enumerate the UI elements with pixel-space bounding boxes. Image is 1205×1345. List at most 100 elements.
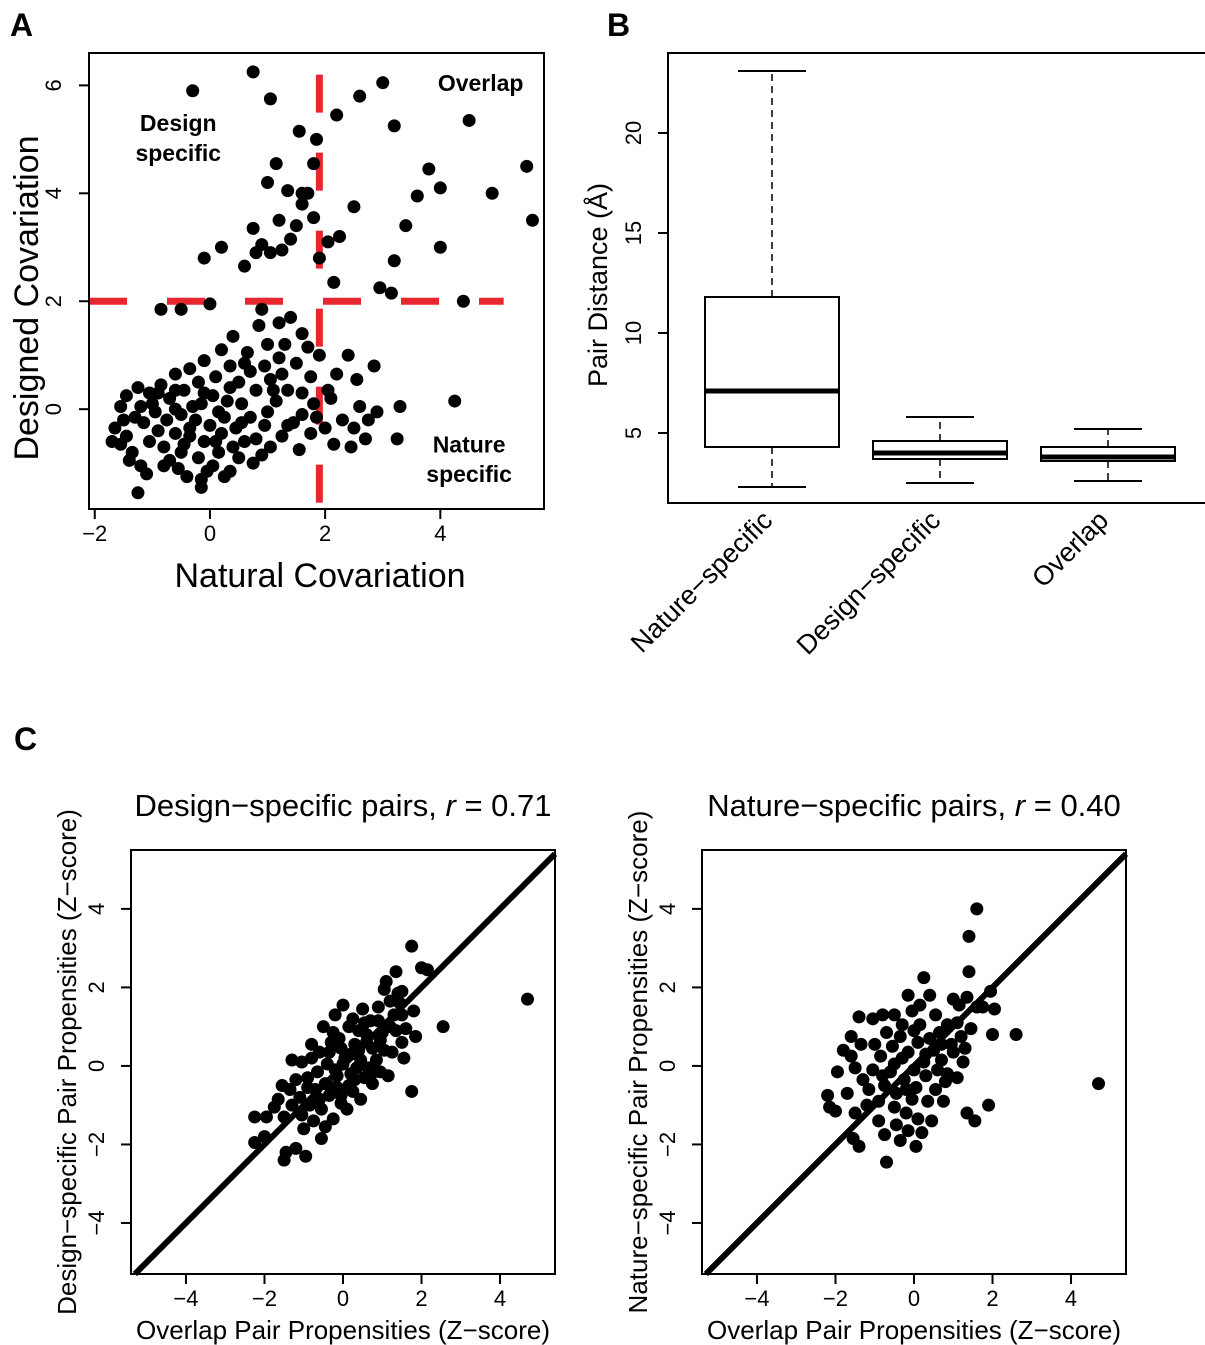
data-point <box>353 399 367 413</box>
data-point <box>899 1082 913 1096</box>
data-point <box>312 251 326 265</box>
data-point <box>314 1132 328 1146</box>
data-point <box>232 375 246 389</box>
data-point <box>295 386 309 400</box>
data-point <box>183 421 197 435</box>
data-point <box>347 421 361 435</box>
data-point <box>367 359 381 373</box>
data-point <box>934 1053 948 1067</box>
data-point <box>885 1039 899 1053</box>
data-point <box>854 1037 868 1051</box>
data-point <box>275 429 289 443</box>
data-point <box>397 1051 411 1065</box>
data-point <box>312 1092 326 1106</box>
data-point <box>436 1020 450 1034</box>
panel-c-right-scatter: Nature−specific pairs, r = 0.40 −4 −2 0 2 4−… <box>623 788 1129 1345</box>
data-point <box>334 1041 348 1055</box>
data-point <box>934 1037 948 1051</box>
data-point <box>248 1135 262 1149</box>
data-point <box>217 470 231 484</box>
data-point <box>174 302 188 316</box>
data-point <box>307 157 321 171</box>
data-point <box>220 394 234 408</box>
data-point <box>168 367 182 381</box>
data-point <box>960 1106 974 1120</box>
data-point <box>305 1037 319 1051</box>
data-point <box>289 1073 303 1087</box>
data-point <box>344 440 358 454</box>
data-point <box>420 963 434 977</box>
data-point <box>206 389 220 403</box>
data-point <box>318 421 332 435</box>
panel-c-left-y-tick-label: −2 <box>84 1132 109 1157</box>
panel-c-right-x-tick-label: −4 <box>744 1286 769 1311</box>
panel-c-right-y-tick-label: −2 <box>655 1132 680 1157</box>
data-point <box>284 310 298 324</box>
data-point <box>371 1014 385 1028</box>
data-point <box>911 1112 925 1126</box>
data-point <box>318 1120 332 1134</box>
panel-a-x-tick-label: 4 <box>434 521 446 546</box>
data-point <box>255 302 269 316</box>
data-point <box>895 1018 909 1032</box>
panel-c-left-x-axis-title: Overlap Pair Propensities (Z−score) <box>136 1315 550 1345</box>
data-point <box>326 1112 340 1126</box>
data-point <box>122 453 136 467</box>
data-point <box>982 1098 996 1112</box>
data-point <box>970 1000 984 1014</box>
data-point <box>142 435 156 449</box>
data-point <box>316 1020 330 1034</box>
data-point <box>301 1071 315 1085</box>
data-point <box>307 397 321 411</box>
data-point <box>422 162 436 176</box>
data-point <box>209 370 223 384</box>
data-point <box>389 965 403 979</box>
data-point <box>387 119 401 133</box>
data-point <box>901 1124 915 1138</box>
panel-c-left-x-tick-label: 0 <box>337 1286 349 1311</box>
data-point <box>962 965 976 979</box>
data-point <box>923 988 937 1002</box>
data-point <box>887 1008 901 1022</box>
data-point <box>384 286 398 300</box>
data-point <box>336 998 350 1012</box>
panel-a-y-tick-label: 4 <box>41 187 66 199</box>
data-point <box>285 1053 299 1067</box>
panel-a-x-tick-label: 0 <box>204 521 216 546</box>
data-point <box>1009 1028 1023 1042</box>
data-point <box>360 1028 374 1042</box>
data-point <box>373 281 387 295</box>
data-point <box>987 1002 1001 1016</box>
data-point <box>114 437 128 451</box>
data-point <box>933 1026 947 1040</box>
panel-c-left-y-axis-title: Design−specific Pair Propensities (Z−sco… <box>52 809 82 1315</box>
data-point <box>887 1100 901 1114</box>
data-point <box>235 397 249 411</box>
data-point <box>986 1028 1000 1042</box>
panel-c-right-points <box>821 902 1106 1169</box>
box-iqr <box>872 440 1008 460</box>
panel-a-x-tick-label: 2 <box>319 521 331 546</box>
data-point <box>263 92 277 106</box>
data-point <box>341 348 355 362</box>
data-point <box>876 1008 890 1022</box>
data-point <box>860 1098 874 1112</box>
data-point <box>235 416 249 430</box>
data-point <box>901 988 915 1002</box>
data-point <box>295 327 309 341</box>
data-point <box>168 402 182 416</box>
data-point <box>336 1057 350 1071</box>
data-point <box>954 1029 968 1043</box>
data-point <box>321 383 335 397</box>
data-point <box>312 348 326 362</box>
data-point <box>258 359 272 373</box>
data-point <box>263 246 277 260</box>
panel-b-y-tick-label: 10 <box>621 321 646 345</box>
data-point <box>305 1051 319 1065</box>
data-point <box>390 432 404 446</box>
data-point <box>852 1139 866 1153</box>
data-point <box>301 1081 315 1095</box>
data-point <box>168 383 182 397</box>
data-point <box>866 1063 880 1077</box>
